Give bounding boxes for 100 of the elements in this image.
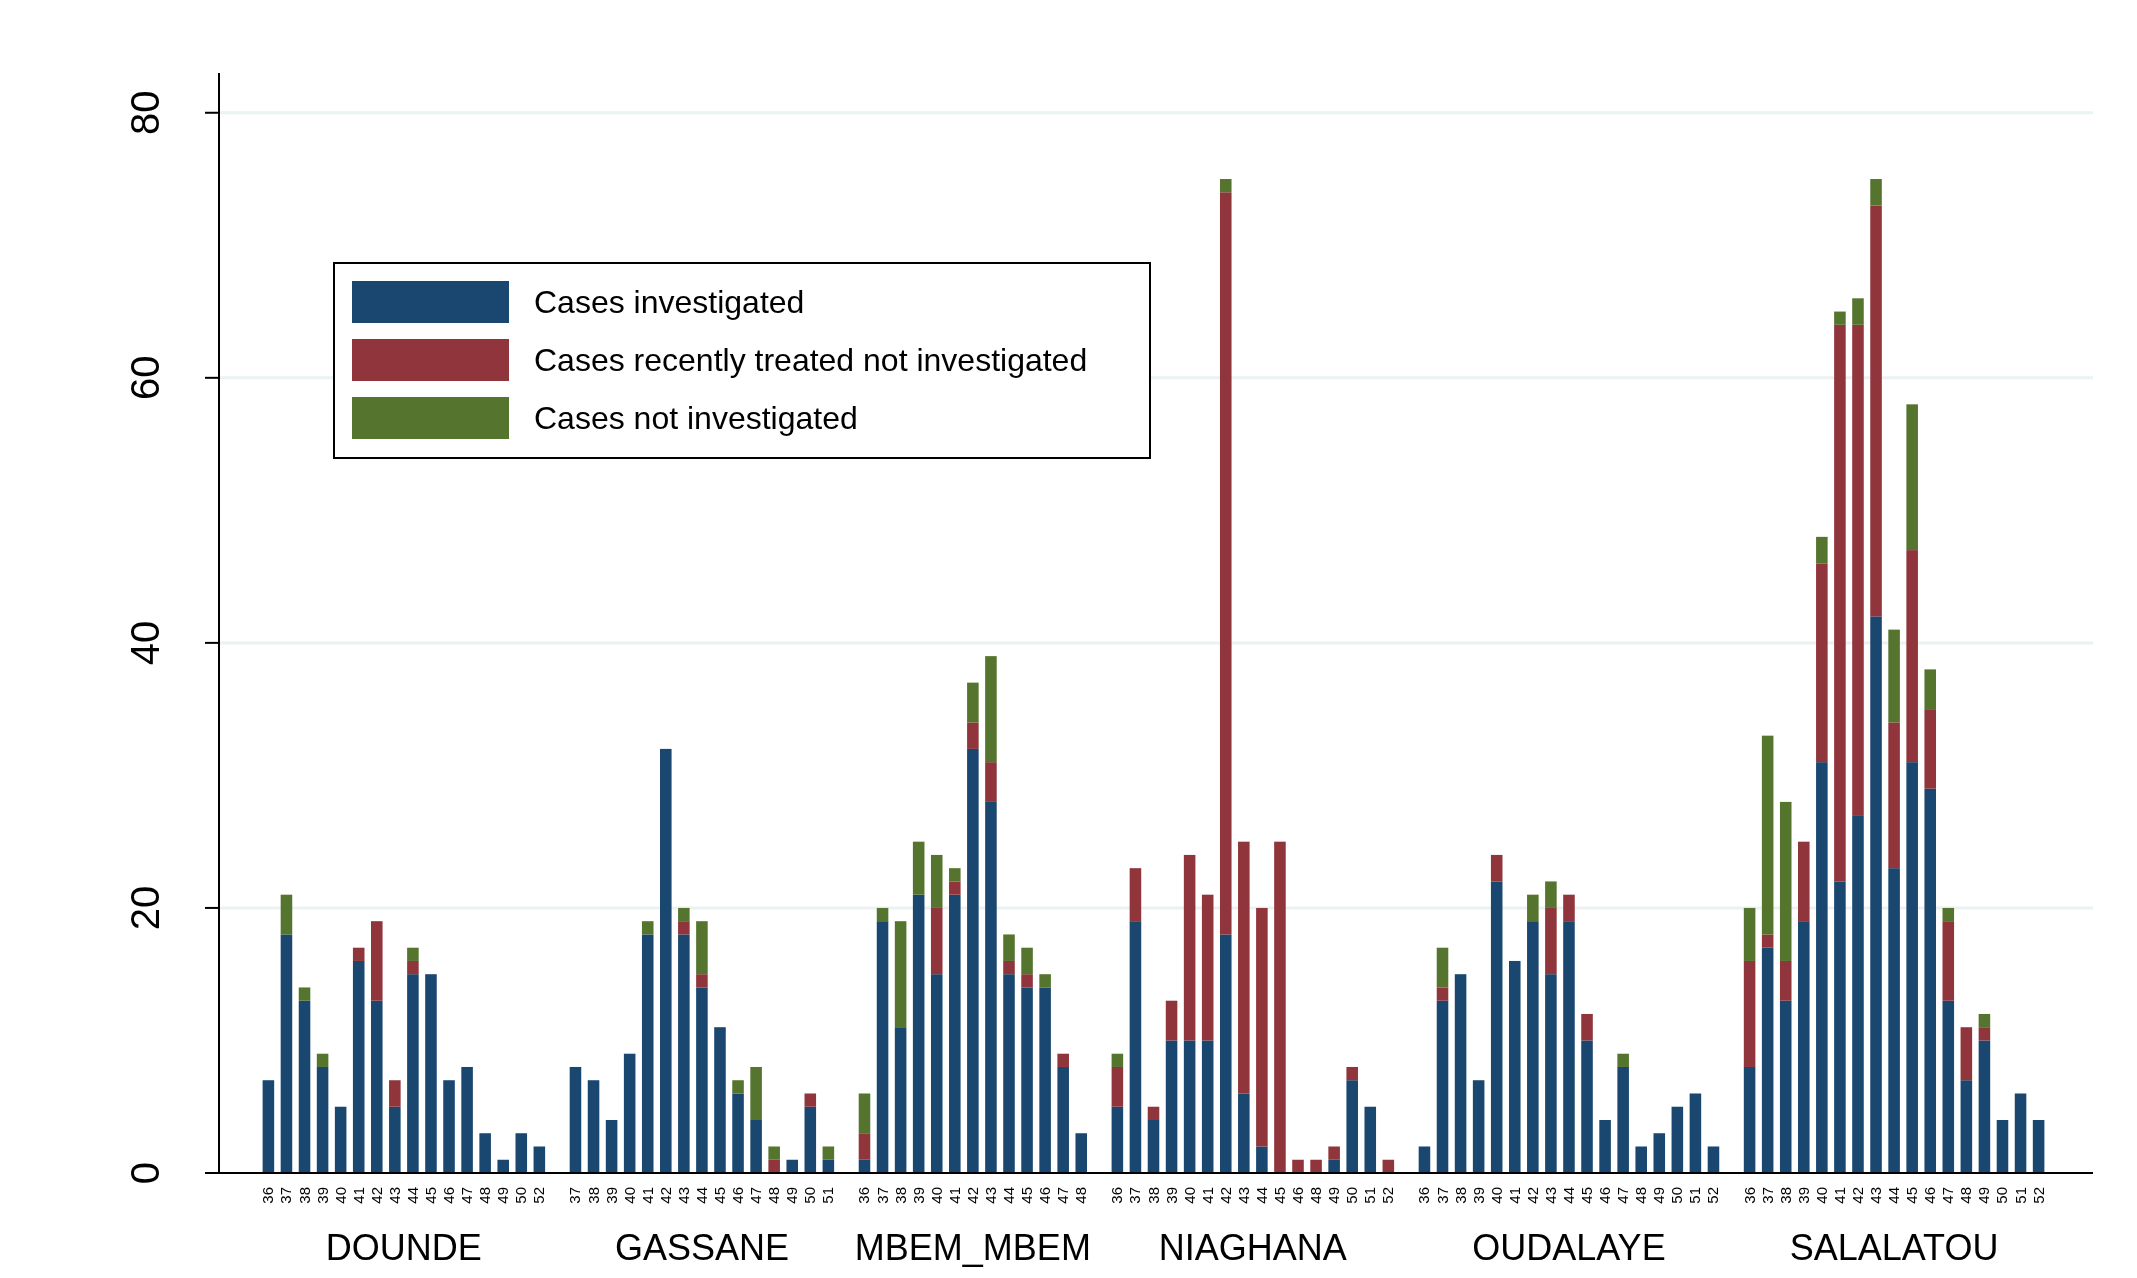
x-tick-label: 39 bbox=[313, 1187, 331, 1204]
bar bbox=[912, 841, 925, 895]
x-tick-label: 41 bbox=[945, 1187, 963, 1204]
bar bbox=[1761, 735, 1774, 935]
legend-label: Cases recently treated not investigated bbox=[534, 342, 1088, 378]
x-tick-label: 44 bbox=[692, 1187, 710, 1204]
bar bbox=[678, 907, 690, 922]
bar bbox=[949, 881, 961, 895]
x-tick-label: 44 bbox=[1252, 1187, 1270, 1204]
text: SALALATOU bbox=[1789, 1227, 1999, 1268]
bar bbox=[1599, 1119, 1611, 1173]
bar bbox=[985, 801, 997, 1173]
bar bbox=[262, 1080, 275, 1173]
bar bbox=[1816, 536, 1828, 564]
bar bbox=[1003, 960, 1015, 975]
bar bbox=[1147, 1106, 1160, 1120]
x-tick-label: 36 bbox=[1415, 1187, 1433, 1204]
bar bbox=[479, 1133, 491, 1173]
bar bbox=[1888, 629, 1900, 723]
bar bbox=[1942, 907, 1955, 922]
bar bbox=[1238, 841, 1250, 1094]
x-tick-label: 42 bbox=[1523, 1187, 1541, 1204]
bar bbox=[1978, 1013, 1991, 1028]
bar bbox=[1870, 205, 1882, 617]
x-tick-label: 36 bbox=[1108, 1187, 1126, 1204]
bar bbox=[605, 1119, 618, 1173]
x-tick-label: 40 bbox=[1180, 1187, 1198, 1204]
bar bbox=[1183, 854, 1196, 1041]
bar bbox=[2032, 1119, 2045, 1173]
x-tick-label: 50 bbox=[512, 1187, 530, 1204]
bar bbox=[1021, 987, 1033, 1173]
bar bbox=[1888, 868, 1900, 1173]
x-tick-label: 42 bbox=[963, 1187, 981, 1204]
x-tick-label: 48 bbox=[1307, 1187, 1325, 1204]
bar bbox=[714, 1027, 726, 1173]
bar bbox=[1563, 921, 1575, 1173]
x-tick-label: 37 bbox=[1126, 1187, 1144, 1204]
bar bbox=[1129, 868, 1142, 922]
bar bbox=[1490, 881, 1503, 1173]
bar bbox=[696, 987, 708, 1173]
bar bbox=[1219, 192, 1232, 935]
bar bbox=[1346, 1080, 1358, 1173]
bar bbox=[641, 921, 654, 935]
bar bbox=[1924, 709, 1937, 789]
bar bbox=[1816, 762, 1828, 1173]
x-tick-label: 36 bbox=[855, 1187, 873, 1204]
x-tick-label: 45 bbox=[1578, 1187, 1596, 1204]
bar bbox=[1978, 1040, 1991, 1173]
bar bbox=[1436, 947, 1449, 988]
x-tick-label: 50 bbox=[1993, 1187, 2011, 1204]
bar bbox=[641, 934, 654, 1173]
x-tick-label: 42 bbox=[656, 1187, 674, 1204]
bar bbox=[1978, 1027, 1991, 1041]
bar bbox=[858, 1093, 871, 1134]
x-tick-label: 36 bbox=[1740, 1187, 1758, 1204]
bar bbox=[1057, 1066, 1069, 1173]
x-tick-label: 43 bbox=[1867, 1187, 1885, 1204]
x-tick-label: 47 bbox=[458, 1187, 476, 1204]
x-tick-label: 46 bbox=[440, 1187, 458, 1204]
x-tick-label: 52 bbox=[1379, 1187, 1397, 1204]
bar bbox=[732, 1093, 744, 1173]
bar bbox=[1201, 894, 1214, 1041]
y-tick-label: 0 bbox=[123, 1161, 167, 1185]
text: DOUNDE bbox=[325, 1227, 482, 1268]
bar bbox=[967, 682, 979, 723]
bar bbox=[425, 974, 437, 1173]
x-tick-label: 50 bbox=[1668, 1187, 1686, 1204]
bar bbox=[804, 1093, 817, 1107]
bar bbox=[1960, 1080, 1973, 1173]
x-tick-label: 50 bbox=[801, 1187, 819, 1204]
bar bbox=[1508, 960, 1521, 1173]
x-tick-label: 52 bbox=[1704, 1187, 1722, 1204]
bar bbox=[497, 1159, 509, 1173]
x-tick-label: 44 bbox=[403, 1187, 421, 1204]
x-tick-label: 48 bbox=[1957, 1187, 1975, 1204]
bar bbox=[1328, 1146, 1340, 1160]
bar bbox=[967, 722, 979, 749]
x-tick-label: 47 bbox=[747, 1187, 765, 1204]
x-tick-label: 38 bbox=[1451, 1187, 1469, 1204]
x-tick-label: 38 bbox=[584, 1187, 602, 1204]
x-tick-label: 37 bbox=[277, 1187, 295, 1204]
bar bbox=[298, 987, 311, 1001]
x-tick-label: 42 bbox=[367, 1187, 385, 1204]
bar bbox=[352, 947, 365, 961]
x-tick-label: 51 bbox=[819, 1187, 837, 1204]
x-tick-label: 50 bbox=[1343, 1187, 1361, 1204]
bar bbox=[985, 762, 997, 802]
x-tick-label: 51 bbox=[2011, 1187, 2029, 1204]
x-tick-label: 42 bbox=[1848, 1187, 1866, 1204]
bar bbox=[1743, 907, 1756, 961]
bar bbox=[407, 960, 419, 975]
bar bbox=[1635, 1146, 1647, 1173]
bar bbox=[822, 1146, 835, 1160]
x-tick-label: 47 bbox=[1054, 1187, 1072, 1204]
bar bbox=[732, 1080, 744, 1094]
bar bbox=[1617, 1066, 1629, 1173]
bar bbox=[1617, 1053, 1629, 1067]
bar bbox=[1906, 762, 1918, 1173]
x-tick-label: 44 bbox=[999, 1187, 1017, 1204]
bar bbox=[1364, 1106, 1377, 1173]
